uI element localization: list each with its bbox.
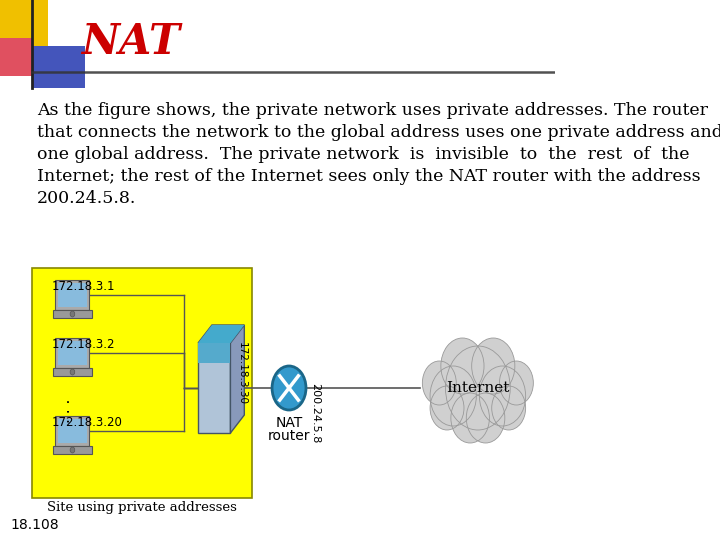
Text: Internet: Internet [446,381,510,395]
Bar [53,446,91,454]
Text: · · ·: · · · [63,399,78,423]
Text: one global address.  The private network  is  invisible  to  the  rest  of  the: one global address. The private network … [37,146,690,163]
Bar [0,0,48,52]
Circle shape [272,366,306,410]
Text: Site using private addresses: Site using private addresses [48,501,237,514]
Bar [55,280,89,310]
Bar [58,419,87,443]
Text: 172.18.3.20: 172.18.3.20 [52,416,122,429]
Text: 172.18.3.30: 172.18.3.30 [237,342,247,406]
Text: Internet; the rest of the Internet sees only the NAT router with the address: Internet; the rest of the Internet sees … [37,168,701,185]
Text: 18.108: 18.108 [11,518,60,532]
Text: router: router [268,429,310,443]
Polygon shape [198,325,244,343]
Text: 200.24.5.8: 200.24.5.8 [310,383,320,443]
Circle shape [70,447,75,453]
Circle shape [430,386,464,430]
Bar [55,416,89,446]
Text: 172.18.3.2: 172.18.3.2 [52,338,115,351]
Text: 200.24.5.8.: 200.24.5.8. [37,190,136,207]
Circle shape [500,361,534,405]
Bar [55,338,89,368]
Text: As the figure shows, the private network uses private addresses. The router: As the figure shows, the private network… [37,102,708,119]
Circle shape [70,369,75,375]
Text: NAT: NAT [275,416,302,430]
Circle shape [492,386,526,430]
Circle shape [441,338,484,394]
Circle shape [451,393,490,443]
Circle shape [480,366,526,426]
Text: that connects the network to the global address uses one private address and: that connects the network to the global … [37,124,720,141]
Text: 172.18.3.1: 172.18.3.1 [52,280,115,293]
Bar [32,268,252,498]
Bar [198,343,230,363]
Circle shape [446,346,510,430]
Polygon shape [198,325,244,343]
Bar [32,46,85,88]
Circle shape [423,361,456,405]
Bar [0,38,32,76]
Bar [53,310,91,318]
Text: NAT: NAT [81,21,180,63]
Circle shape [467,393,505,443]
Circle shape [70,311,75,317]
Bar [198,343,230,433]
Bar [58,283,87,307]
Bar [53,368,91,376]
Bar [58,341,87,365]
Polygon shape [230,325,244,433]
Circle shape [472,338,515,394]
Circle shape [430,366,477,426]
